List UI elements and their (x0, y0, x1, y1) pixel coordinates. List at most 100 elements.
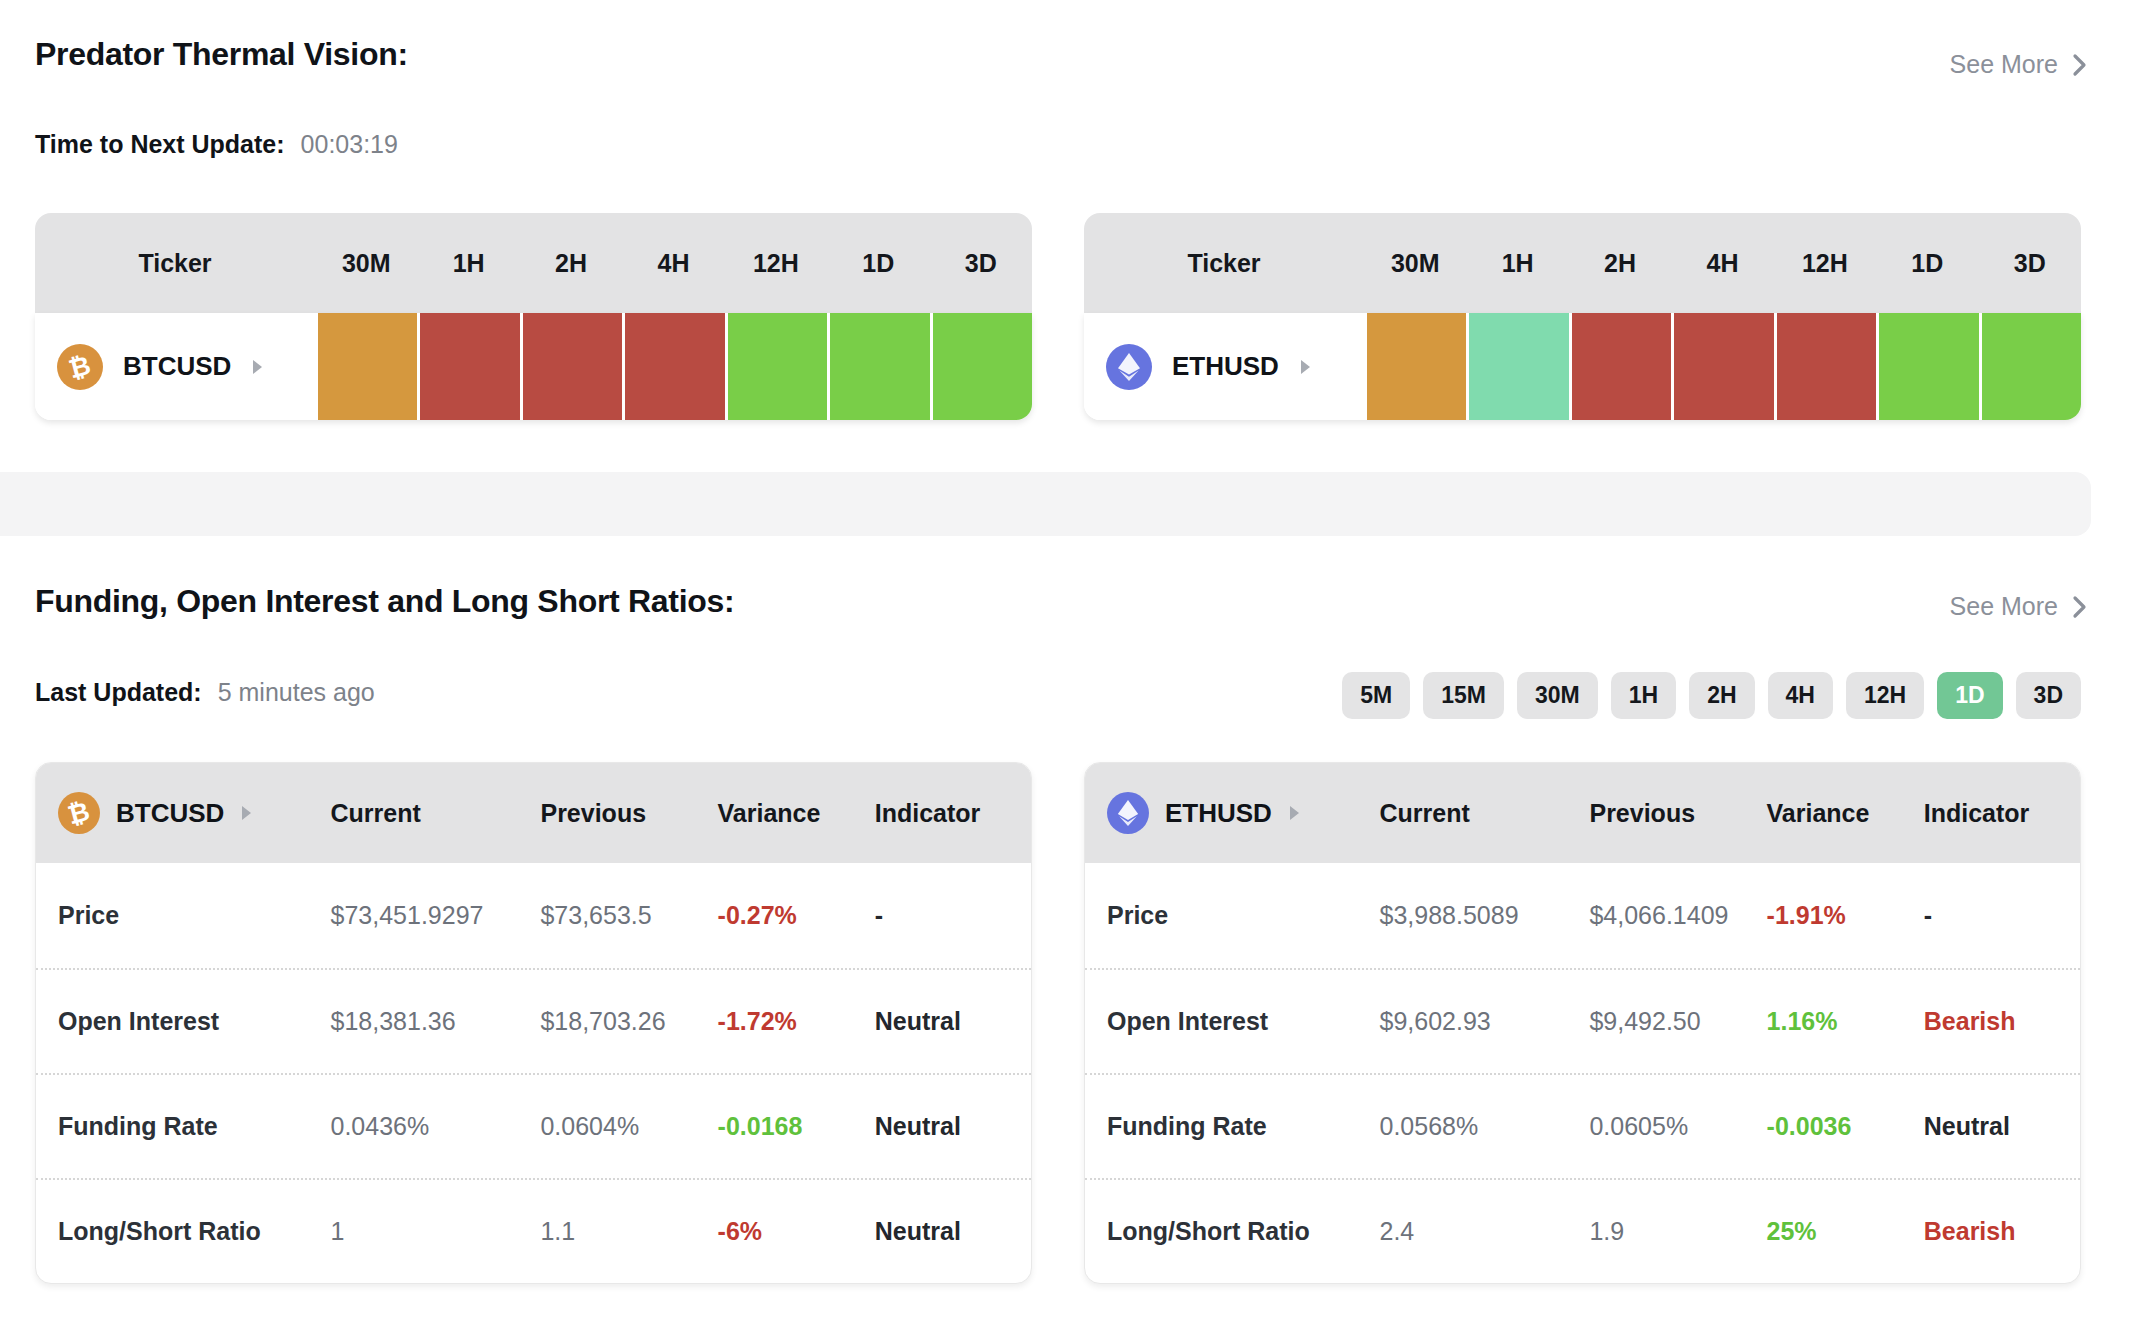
variance-value: -1.91% (1767, 901, 1924, 930)
ticker-chevron-icon (1301, 360, 1310, 374)
table-row-open-interest: Open Interest $18,381.36 $18,703.26 -1.7… (36, 968, 1031, 1073)
see-more-label: See More (1950, 50, 2058, 79)
metric-label: Price (1085, 901, 1380, 930)
previous-value: $4,066.1409 (1589, 901, 1766, 930)
table-row-funding-rate: Funding Rate 0.0568% 0.0605% -0.0036 Neu… (1085, 1073, 2080, 1178)
last-updated-label: Last Updated: (35, 678, 202, 707)
column-header-12h: 12H (725, 249, 827, 278)
indicator-value: Bearish (1924, 1217, 2080, 1246)
chevron-right-icon (2072, 594, 2088, 620)
see-more-label: See More (1950, 592, 2058, 621)
current-value: $3,988.5089 (1380, 901, 1590, 930)
current-value: 2.4 (1380, 1217, 1590, 1246)
heatmap-data-row: ETHUSD (1084, 313, 2081, 420)
eth-heatmap-table: Ticker 30M 1H 2H 4H 12H 1D 3D ETHUSD (1084, 213, 2081, 420)
timeframe-button-15m[interactable]: 15M (1423, 672, 1504, 719)
column-header-current: Current (1380, 799, 1590, 828)
heatmap-data-row: ₿ BTCUSD (35, 313, 1032, 420)
table-row-funding-rate: Funding Rate 0.0436% 0.0604% -0.0168 Neu… (36, 1073, 1031, 1178)
ethusd-ticker-link[interactable]: ETHUSD (1085, 792, 1380, 834)
previous-value: 0.0604% (540, 1112, 717, 1141)
timeframe-button-30m[interactable]: 30M (1517, 672, 1598, 719)
timeframe-button-1h[interactable]: 1H (1611, 672, 1676, 719)
current-value: $18,381.36 (331, 1007, 541, 1036)
timeframe-button-2h[interactable]: 2H (1689, 672, 1754, 719)
metric-label: Funding Rate (36, 1112, 331, 1141)
heatmap-cell-12h (728, 313, 827, 420)
heatmap-cell-2h (523, 313, 622, 420)
btc-heatmap-table: Ticker 30M 1H 2H 4H 12H 1D 3D ₿ BTCUSD (35, 213, 1032, 420)
btc-funding-table: ₿ BTCUSD Current Previous Variance Indic… (35, 762, 1032, 1284)
last-updated-value: 5 minutes ago (218, 678, 375, 707)
section-divider (0, 472, 2091, 536)
current-value: $9,602.93 (1380, 1007, 1590, 1036)
column-header-1h: 1H (1466, 249, 1568, 278)
next-update-timer: Time to Next Update: 00:03:19 (35, 130, 398, 159)
indicator-value: Bearish (1924, 1007, 2080, 1036)
metric-label: Open Interest (1085, 1007, 1380, 1036)
current-value: $73,451.9297 (331, 901, 541, 930)
timeframe-button-4h[interactable]: 4H (1768, 672, 1833, 719)
timeframe-button-12h[interactable]: 12H (1846, 672, 1924, 719)
heatmap-cell-1h (420, 313, 519, 420)
heatmap-header-row: Ticker 30M 1H 2H 4H 12H 1D 3D (1084, 213, 2081, 313)
column-header-previous: Previous (540, 799, 717, 828)
column-header-30m: 30M (315, 249, 417, 278)
previous-value: $9,492.50 (1589, 1007, 1766, 1036)
bitcoin-icon: ₿ (58, 792, 100, 834)
timeframe-button-3d[interactable]: 3D (2016, 672, 2081, 719)
column-header-indicator: Indicator (875, 799, 1031, 828)
table-row-price: Price $3,988.5089 $4,066.1409 -1.91% - (1085, 863, 2080, 968)
column-header-12h: 12H (1774, 249, 1876, 278)
metric-label: Long/Short Ratio (1085, 1217, 1380, 1246)
column-header-30m: 30M (1364, 249, 1466, 278)
timeframe-button-1d[interactable]: 1D (1937, 672, 2002, 719)
funding-see-more-link[interactable]: See More (1950, 592, 2088, 621)
ticker-label: ETHUSD (1165, 798, 1272, 829)
thermal-section-title: Predator Thermal Vision: (35, 36, 408, 73)
ethusd-ticker-link[interactable]: ETHUSD (1084, 313, 1364, 420)
previous-value: $73,653.5 (540, 901, 717, 930)
bitcoin-icon: ₿ (57, 344, 103, 390)
heatmap-cell-1d (1879, 313, 1978, 420)
table-header-row: ETHUSD Current Previous Variance Indicat… (1085, 763, 2080, 863)
column-header-variance: Variance (1767, 799, 1924, 828)
metric-label: Long/Short Ratio (36, 1217, 331, 1246)
current-value: 0.0436% (331, 1112, 541, 1141)
column-header-3d: 3D (1979, 249, 2081, 278)
ticker-chevron-icon (253, 360, 262, 374)
column-header-4h: 4H (1671, 249, 1773, 278)
ethereum-icon (1107, 792, 1149, 834)
current-value: 1 (331, 1217, 541, 1246)
variance-value: -0.0036 (1767, 1112, 1924, 1141)
previous-value: 1.9 (1589, 1217, 1766, 1246)
column-header-variance: Variance (718, 799, 875, 828)
column-header-2h: 2H (1569, 249, 1671, 278)
heatmap-cell-1d (830, 313, 929, 420)
heatmap-cell-1h (1469, 313, 1568, 420)
heatmap-cell-3d (1982, 313, 2081, 420)
column-header-ticker: Ticker (1084, 249, 1364, 278)
indicator-value: Neutral (1924, 1112, 2080, 1141)
previous-value: 0.0605% (1589, 1112, 1766, 1141)
metric-label: Open Interest (36, 1007, 331, 1036)
timeframe-button-5m[interactable]: 5M (1342, 672, 1410, 719)
heatmap-cell-3d (933, 313, 1032, 420)
thermal-see-more-link[interactable]: See More (1950, 50, 2088, 79)
variance-value: -1.72% (718, 1007, 875, 1036)
btcusd-ticker-link[interactable]: ₿ BTCUSD (36, 792, 331, 834)
ticker-chevron-icon (242, 806, 251, 820)
btcusd-ticker-link[interactable]: ₿ BTCUSD (35, 313, 315, 420)
previous-value: 1.1 (540, 1217, 717, 1246)
variance-value: 25% (1767, 1217, 1924, 1246)
metric-label: Funding Rate (1085, 1112, 1380, 1141)
table-row-open-interest: Open Interest $9,602.93 $9,492.50 1.16% … (1085, 968, 2080, 1073)
heatmap-cell-12h (1777, 313, 1876, 420)
heatmap-cell-2h (1572, 313, 1671, 420)
table-header-row: ₿ BTCUSD Current Previous Variance Indic… (36, 763, 1031, 863)
column-header-3d: 3D (930, 249, 1032, 278)
column-header-2h: 2H (520, 249, 622, 278)
previous-value: $18,703.26 (540, 1007, 717, 1036)
indicator-value: - (875, 901, 1031, 930)
heatmap-cell-30m (1367, 313, 1466, 420)
